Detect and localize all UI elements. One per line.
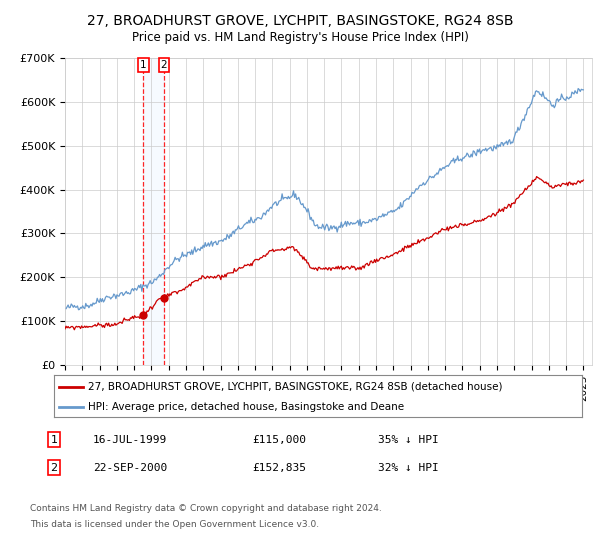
Text: 2: 2 [161, 60, 167, 70]
Text: 27, BROADHURST GROVE, LYCHPIT, BASINGSTOKE, RG24 8SB: 27, BROADHURST GROVE, LYCHPIT, BASINGSTO… [87, 14, 513, 28]
Text: HPI: Average price, detached house, Basingstoke and Deane: HPI: Average price, detached house, Basi… [88, 402, 404, 412]
Text: 22-SEP-2000: 22-SEP-2000 [93, 463, 167, 473]
Text: 1: 1 [50, 435, 58, 445]
Text: 35% ↓ HPI: 35% ↓ HPI [378, 435, 439, 445]
Text: Contains HM Land Registry data © Crown copyright and database right 2024.: Contains HM Land Registry data © Crown c… [30, 504, 382, 513]
Text: £115,000: £115,000 [252, 435, 306, 445]
Bar [143, 58, 164, 365]
Text: 1: 1 [140, 60, 147, 70]
Text: 16-JUL-1999: 16-JUL-1999 [93, 435, 167, 445]
Text: 27, BROADHURST GROVE, LYCHPIT, BASINGSTOKE, RG24 8SB (detached house): 27, BROADHURST GROVE, LYCHPIT, BASINGSTO… [88, 382, 503, 392]
Text: 2: 2 [50, 463, 58, 473]
Text: Price paid vs. HM Land Registry's House Price Index (HPI): Price paid vs. HM Land Registry's House … [131, 31, 469, 44]
Text: 32% ↓ HPI: 32% ↓ HPI [378, 463, 439, 473]
Text: This data is licensed under the Open Government Licence v3.0.: This data is licensed under the Open Gov… [30, 520, 319, 529]
Text: £152,835: £152,835 [252, 463, 306, 473]
